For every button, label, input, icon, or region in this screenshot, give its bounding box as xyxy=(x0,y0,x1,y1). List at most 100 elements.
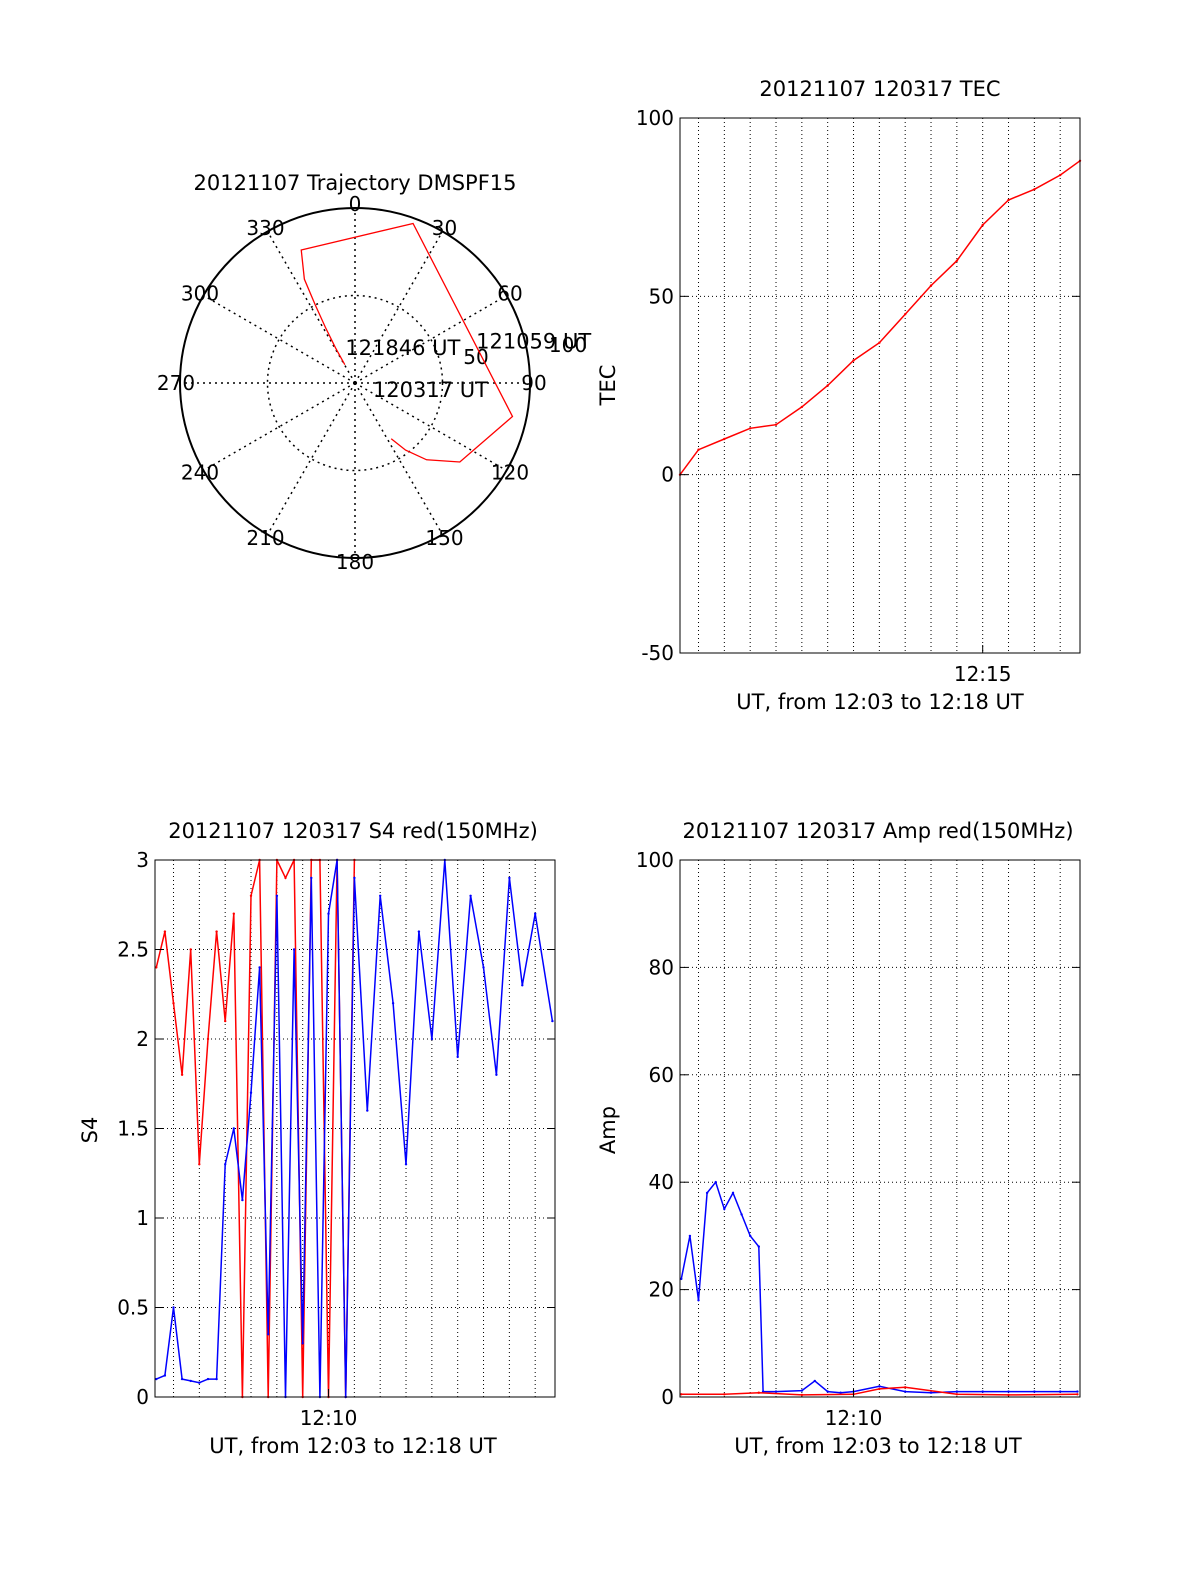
series-point-1 xyxy=(757,1391,760,1394)
trajectory-panel: 20121107 Trajectory DMSPF15 0 30 60 90 120 15… xyxy=(157,171,591,574)
polar-spoke xyxy=(266,382,356,535)
tec-plot-frame xyxy=(679,117,1081,654)
y-tick-label: 20 xyxy=(649,1278,674,1302)
series-point-1 xyxy=(301,1342,304,1345)
series-point-1 xyxy=(310,876,313,880)
series-point-1 xyxy=(904,1386,907,1389)
y-tick-label: 0 xyxy=(136,1385,149,1409)
series-point-0 xyxy=(955,259,959,262)
polar-spoke xyxy=(266,231,356,384)
series-point-0 xyxy=(774,423,778,426)
series-point-1 xyxy=(1076,1393,1079,1396)
trajectory-title: 20121107 Trajectory DMSPF15 xyxy=(193,171,516,195)
series-point-1 xyxy=(417,930,421,933)
series-point-1 xyxy=(521,984,524,987)
polar-angle-label: 120 xyxy=(491,461,529,485)
polar-angle-label: 330 xyxy=(246,216,284,240)
polar-angle-label: 240 xyxy=(181,461,219,485)
series-point-0 xyxy=(904,1390,907,1393)
series-point-1 xyxy=(275,894,279,897)
series-point-0 xyxy=(800,1389,804,1392)
series-point-0 xyxy=(189,948,192,951)
y-tick-label: 60 xyxy=(649,1063,674,1087)
tec-xlabel: UT, from 12:03 to 12:18 UT xyxy=(736,690,1024,714)
series-point-0 xyxy=(826,384,829,387)
series-point-0 xyxy=(955,1390,959,1393)
amp-grid xyxy=(680,859,1080,1398)
y-tick-label: -50 xyxy=(641,641,674,665)
y-tick-label: 80 xyxy=(649,955,674,979)
series-line-0 xyxy=(680,1180,1078,1394)
series-point-1 xyxy=(206,1377,210,1381)
series-point-0 xyxy=(981,1390,984,1393)
series-point-1 xyxy=(180,1377,184,1381)
series-point-1 xyxy=(508,876,511,880)
series-point-0 xyxy=(1033,1390,1036,1393)
y-tick-label: 1.5 xyxy=(117,1117,149,1141)
series-point-1 xyxy=(366,1109,369,1112)
series-point-0 xyxy=(878,1385,881,1388)
y-tick-label: 1 xyxy=(136,1206,149,1230)
series-point-0 xyxy=(232,912,235,915)
series-point-0 xyxy=(749,427,752,430)
series-point-0 xyxy=(697,448,700,451)
trajectory-trace xyxy=(300,222,514,463)
series-point-0 xyxy=(155,966,158,969)
amp-ticks: 0 20 40 60 80 100 12:10 xyxy=(636,848,1080,1430)
series-point-1 xyxy=(878,1387,881,1391)
series-point-1 xyxy=(482,966,485,969)
polar-spoke xyxy=(203,382,356,472)
series-point-0 xyxy=(1033,188,1036,191)
series-point-0 xyxy=(198,1163,201,1166)
amp-ylabel: Amp xyxy=(596,1106,620,1154)
series-point-1 xyxy=(551,1019,554,1023)
polar-angle-label: 150 xyxy=(425,526,463,550)
amp-panel: 20121107 120317 Amp red(150MHz) Amp UT, … xyxy=(596,819,1081,1458)
y-tick-label: 0 xyxy=(661,1385,674,1409)
trajectory-annotations: 121846 UT 121059 UT 120317 UT xyxy=(345,329,591,402)
s4-ticks: 0 0.5 1 1.5 2 2.5 3 12:10 xyxy=(117,848,555,1430)
polar-grid xyxy=(179,207,531,559)
series-point-0 xyxy=(680,1277,683,1281)
amp-series xyxy=(680,1180,1079,1397)
series-point-0 xyxy=(749,1234,752,1238)
series-point-0 xyxy=(981,223,984,227)
series-point-1 xyxy=(292,948,296,951)
series-point-1 xyxy=(723,1393,726,1396)
series-point-1 xyxy=(258,966,261,969)
series-point-1 xyxy=(1007,1393,1010,1397)
polar-angle-label: 300 xyxy=(181,282,219,306)
series-point-1 xyxy=(163,1374,167,1377)
series-point-0 xyxy=(723,1207,726,1211)
series-point-0 xyxy=(224,1019,227,1023)
polar-angle-label: 0 xyxy=(349,192,362,216)
polar-radial-label: 50 xyxy=(463,345,488,369)
series-point-1 xyxy=(430,1037,434,1041)
series-point-0 xyxy=(839,1391,842,1394)
series-point-0 xyxy=(1076,1390,1079,1393)
series-point-1 xyxy=(232,1127,235,1130)
series-point-0 xyxy=(688,1234,692,1238)
series-point-0 xyxy=(904,313,907,316)
series-point-0 xyxy=(172,1002,175,1005)
polar-angle-label: 270 xyxy=(157,371,195,395)
series-point-0 xyxy=(774,1390,778,1393)
series-point-1 xyxy=(456,1055,459,1059)
series-point-0 xyxy=(723,437,726,441)
tec-grid xyxy=(680,117,1080,654)
series-point-1 xyxy=(215,1377,218,1381)
s4-xlabel: UT, from 12:03 to 12:18 UT xyxy=(209,1434,497,1458)
trajectory-time-label: 121059 UT xyxy=(476,329,591,353)
series-point-1 xyxy=(404,1163,408,1166)
y-tick-label: 2.5 xyxy=(117,938,149,962)
series-point-0 xyxy=(757,1245,760,1248)
series-point-1 xyxy=(267,1333,270,1336)
polar-angle-label: 210 xyxy=(246,526,284,550)
polar-angle-label: 60 xyxy=(497,282,522,306)
series-point-0 xyxy=(826,1390,829,1393)
polar-spoke xyxy=(203,294,356,384)
series-point-0 xyxy=(705,1191,709,1195)
series-point-1 xyxy=(172,1306,175,1309)
polar-angle-labels: 0 30 60 90 120 150 180 210 240 270 300 330 50 100 xyxy=(157,192,587,574)
x-tick-label: 12:10 xyxy=(825,1406,883,1430)
